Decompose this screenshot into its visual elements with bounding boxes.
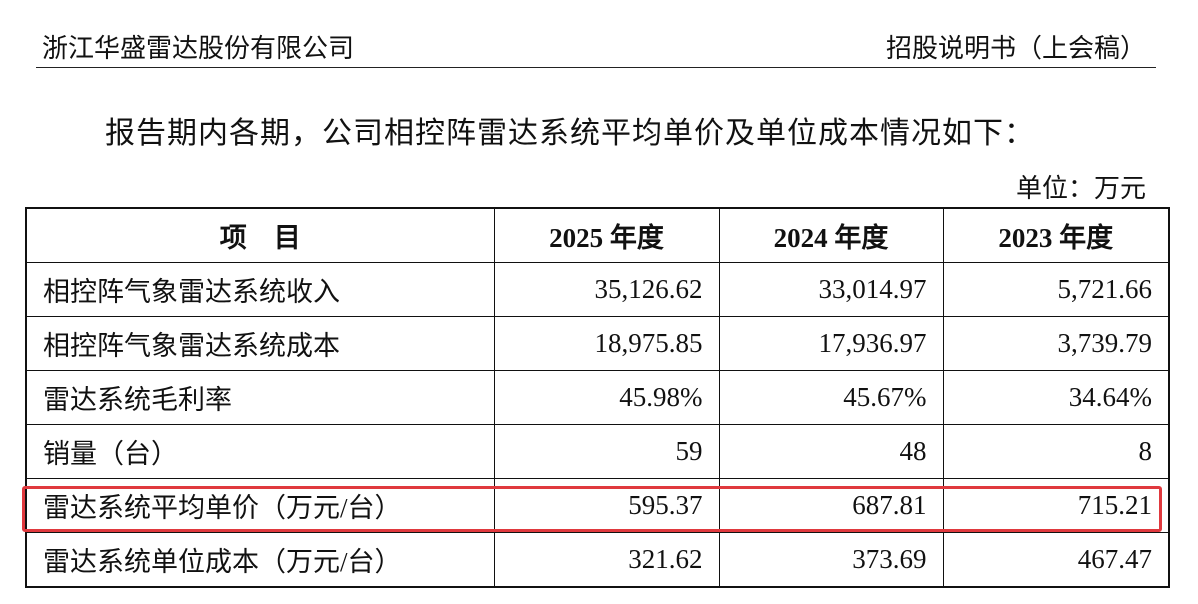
table-row: 销量（台） 59 48 8 bbox=[25, 424, 1170, 479]
cell-value: 45.67% bbox=[718, 370, 944, 425]
cell-value: 373.69 bbox=[718, 532, 944, 588]
document-title: 招股说明书（上会稿） bbox=[885, 34, 1146, 63]
header-row: 项 目 2025 年度 2024 年度 2023 年度 bbox=[25, 207, 1170, 263]
row-label: 雷达系统平均单价（万元/台） bbox=[25, 478, 495, 533]
column-header: 项 目 bbox=[25, 207, 495, 263]
cell-value: 59 bbox=[493, 424, 720, 479]
row-label: 相控阵气象雷达系统成本 bbox=[25, 316, 495, 371]
cell-value: 18,975.85 bbox=[493, 316, 720, 371]
cell-value: 467.47 bbox=[942, 532, 1170, 588]
table-row: 雷达系统毛利率 45.98% 45.67% 34.64% bbox=[25, 370, 1170, 425]
column-header: 2023 年度 bbox=[942, 207, 1170, 263]
cell-value: 5,721.66 bbox=[942, 262, 1170, 317]
cell-value: 48 bbox=[718, 424, 944, 479]
data-table: 项 目 2025 年度 2024 年度 2023 年度 相控阵气象雷达系统收入 35,1… bbox=[25, 207, 1170, 588]
cell-value: 34.64% bbox=[942, 370, 1170, 425]
cell-value: 8 bbox=[942, 424, 1170, 479]
row-label: 雷达系统单位成本（万元/台） bbox=[25, 532, 495, 588]
cell-value: 321.62 bbox=[493, 532, 720, 588]
column-header: 2024 年度 bbox=[718, 207, 944, 263]
cell-value: 33,014.97 bbox=[718, 262, 944, 317]
cell-value: 3,739.79 bbox=[942, 316, 1170, 371]
header-rule bbox=[36, 67, 1156, 68]
cell-value: 17,936.97 bbox=[718, 316, 944, 371]
cell-value: 35,126.62 bbox=[493, 262, 720, 317]
cell-value: 45.98% bbox=[493, 370, 720, 425]
table-row: 相控阵气象雷达系统成本 18,975.85 17,936.97 3,739.79 bbox=[25, 316, 1170, 371]
intro-text: 报告期内各期，公司相控阵雷达系统平均单价及单位成本情况如下： bbox=[105, 117, 1035, 150]
table-row: 雷达系统平均单价（万元/台） 595.37 687.81 715.21 bbox=[25, 478, 1170, 533]
row-label: 相控阵气象雷达系统收入 bbox=[25, 262, 495, 317]
unit-note: 单位：万元 bbox=[1015, 174, 1146, 203]
highlight-box bbox=[22, 486, 1162, 532]
row-label: 销量（台） bbox=[25, 424, 495, 479]
column-header: 2025 年度 bbox=[493, 207, 720, 263]
table-row: 相控阵气象雷达系统收入 35,126.62 33,014.97 5,721.66 bbox=[25, 262, 1170, 317]
table-row: 雷达系统单位成本（万元/台） 321.62 373.69 467.47 bbox=[25, 532, 1170, 588]
company-name: 浙江华盛雷达股份有限公司 bbox=[42, 34, 355, 63]
row-label: 雷达系统毛利率 bbox=[25, 370, 495, 425]
